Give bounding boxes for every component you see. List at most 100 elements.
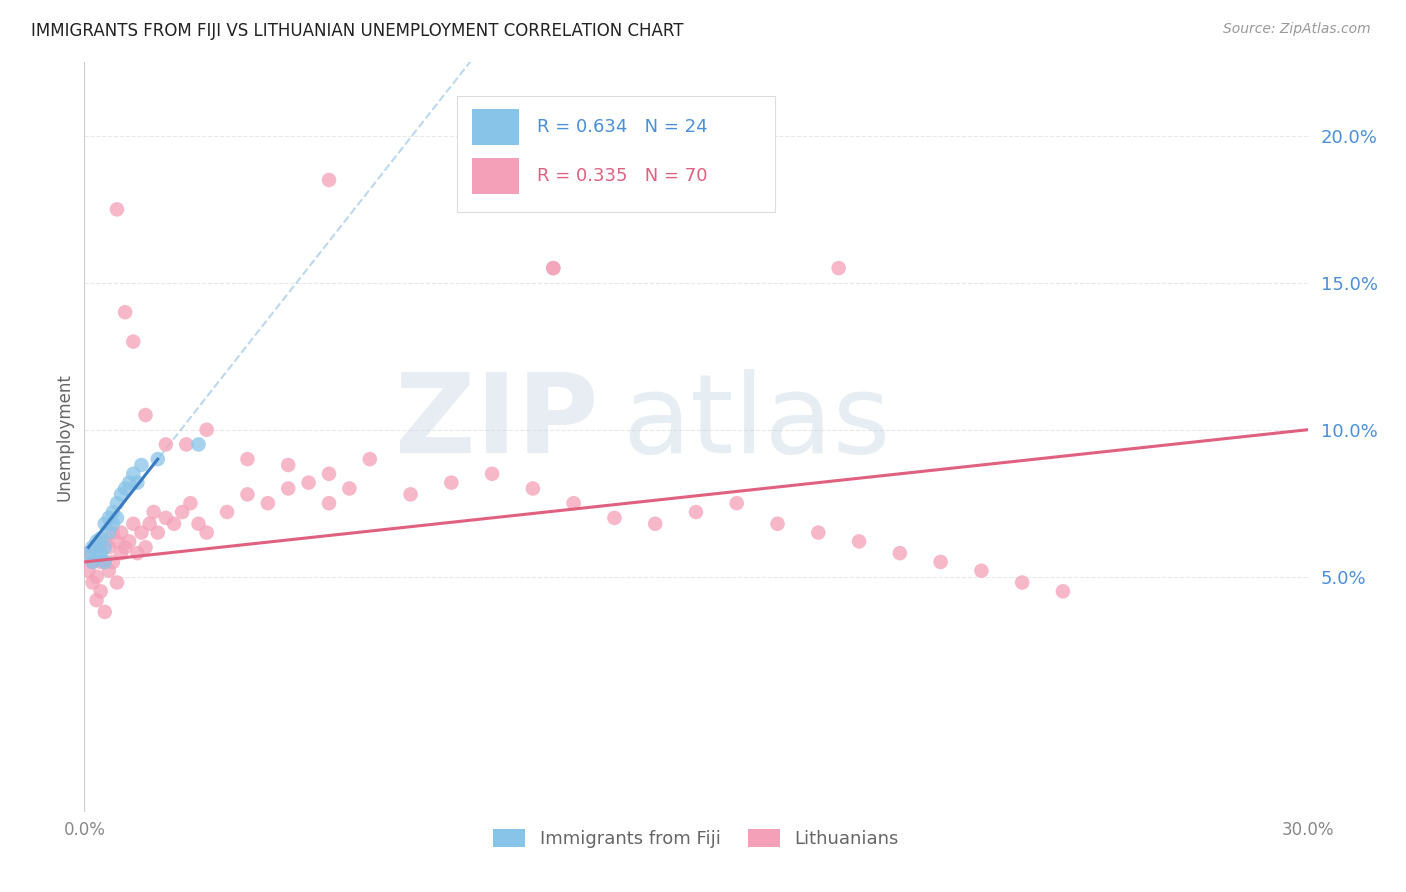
Point xyxy=(195,525,218,540)
Point xyxy=(90,546,112,560)
Text: R = 0.634   N = 24: R = 0.634 N = 24 xyxy=(537,118,707,136)
Point xyxy=(82,541,104,555)
Point xyxy=(522,482,544,496)
Point xyxy=(603,511,626,525)
Point xyxy=(93,534,115,549)
Point xyxy=(399,487,422,501)
Point xyxy=(127,546,149,560)
FancyBboxPatch shape xyxy=(472,158,519,194)
Point xyxy=(848,534,870,549)
Point xyxy=(86,569,108,583)
Point xyxy=(93,541,115,555)
Point xyxy=(101,555,124,569)
Point xyxy=(82,575,104,590)
Point xyxy=(318,467,340,481)
Point xyxy=(93,605,115,619)
Point xyxy=(174,437,197,451)
Point xyxy=(97,511,120,525)
Point xyxy=(685,505,707,519)
Point xyxy=(146,452,169,467)
Point xyxy=(93,555,115,569)
Point xyxy=(122,334,145,349)
Point xyxy=(105,496,128,510)
Point xyxy=(77,546,100,560)
Point xyxy=(195,423,218,437)
Point xyxy=(97,564,120,578)
Point xyxy=(86,549,108,563)
Point xyxy=(105,575,128,590)
Point xyxy=(86,534,108,549)
Point xyxy=(114,541,136,555)
Point xyxy=(90,584,112,599)
Point xyxy=(187,516,209,531)
Point xyxy=(970,564,993,578)
Point xyxy=(142,505,165,519)
Point xyxy=(929,555,952,569)
Point xyxy=(217,505,239,519)
Point xyxy=(339,482,361,496)
FancyBboxPatch shape xyxy=(457,96,776,212)
Point xyxy=(77,564,100,578)
Text: Source: ZipAtlas.com: Source: ZipAtlas.com xyxy=(1223,22,1371,37)
Point xyxy=(236,452,259,467)
Point xyxy=(122,516,145,531)
Point xyxy=(101,525,124,540)
Point xyxy=(155,437,177,451)
Point xyxy=(155,511,177,525)
Point xyxy=(828,261,851,276)
Point xyxy=(110,487,132,501)
Point xyxy=(105,202,128,217)
Point xyxy=(110,525,132,540)
Point xyxy=(257,496,280,510)
Point xyxy=(135,541,157,555)
Point xyxy=(86,593,108,607)
Point xyxy=(114,482,136,496)
Point xyxy=(481,467,503,481)
Point xyxy=(90,532,112,546)
Point xyxy=(644,516,666,531)
Point xyxy=(131,458,153,472)
Text: atlas: atlas xyxy=(623,368,891,475)
Point xyxy=(359,452,381,467)
Point xyxy=(318,173,340,187)
Point xyxy=(766,516,789,531)
Point xyxy=(127,475,149,490)
Point xyxy=(138,516,160,531)
Point xyxy=(110,546,132,560)
Point xyxy=(77,546,100,560)
Point xyxy=(122,467,145,481)
Point xyxy=(131,525,153,540)
Point xyxy=(1011,575,1033,590)
Point xyxy=(93,555,115,569)
Point xyxy=(440,475,463,490)
Point xyxy=(179,496,201,510)
Point xyxy=(725,496,748,510)
Point xyxy=(236,487,259,501)
Point xyxy=(82,555,104,569)
Point xyxy=(172,505,194,519)
Point xyxy=(101,505,124,519)
Point xyxy=(86,541,108,555)
Point xyxy=(1052,584,1074,599)
Point xyxy=(318,496,340,510)
Point xyxy=(114,305,136,319)
Point xyxy=(97,541,120,555)
Point xyxy=(543,261,565,276)
Point xyxy=(889,546,911,560)
Legend: Immigrants from Fiji, Lithuanians: Immigrants from Fiji, Lithuanians xyxy=(485,822,907,855)
Point xyxy=(277,482,299,496)
Point xyxy=(90,555,112,569)
Point xyxy=(93,516,115,531)
Point xyxy=(101,516,124,531)
Point xyxy=(163,516,186,531)
Point xyxy=(135,408,157,422)
FancyBboxPatch shape xyxy=(472,109,519,145)
Point xyxy=(146,525,169,540)
Point xyxy=(82,555,104,569)
Point xyxy=(118,475,141,490)
Point xyxy=(97,525,120,540)
Point xyxy=(105,534,128,549)
Text: IMMIGRANTS FROM FIJI VS LITHUANIAN UNEMPLOYMENT CORRELATION CHART: IMMIGRANTS FROM FIJI VS LITHUANIAN UNEMP… xyxy=(31,22,683,40)
Point xyxy=(298,475,321,490)
Point xyxy=(562,496,585,510)
